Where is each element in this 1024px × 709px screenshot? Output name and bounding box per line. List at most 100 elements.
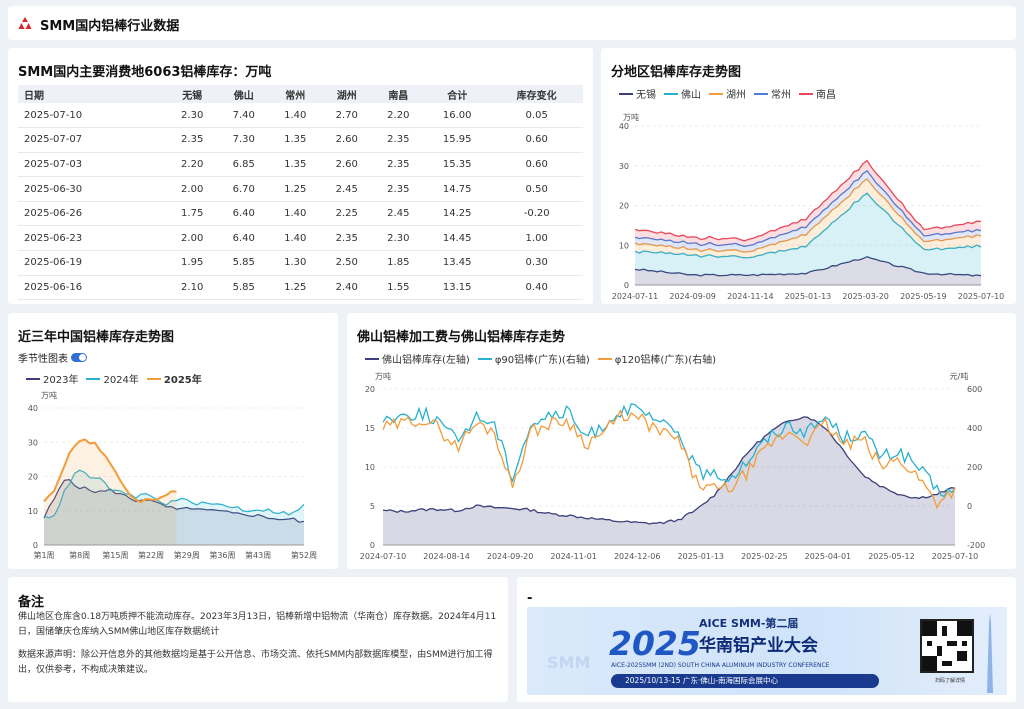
series-area <box>635 170 981 253</box>
table-cell: 2.45 <box>321 176 373 202</box>
table-row: 2025-06-16 2.10 5.85 1.25 2.40 1.55 13.15 0.40 <box>18 275 583 301</box>
x-tick-label: 2024-07-10 <box>360 552 407 561</box>
foshan-chart-title: 佛山铝棒加工费与佛山铝棒库存走势 <box>357 330 566 345</box>
notes-panel: 备注 佛山地区仓库含0.18万吨质押不能流动库存。2023年3月13日，铝棒新增… <box>8 577 508 702</box>
table-cell: 6.40 <box>217 201 270 227</box>
legend-item[interactable]: φ120铝棒(广东)(右轴) <box>597 351 717 366</box>
legend-item[interactable]: 南昌 <box>799 86 836 101</box>
legend-label: 南昌 <box>816 90 836 101</box>
x-tick-label: 2024-09-20 <box>487 552 533 561</box>
qr-code-icon <box>920 619 974 673</box>
y-tick-label: 20 <box>28 473 38 482</box>
legend-item[interactable]: 佛山铝棒库存(左轴) <box>365 351 470 366</box>
x-tick-label: 2024-12-06 <box>614 552 661 561</box>
banner-date-location: 2025/10/13-15 广东·佛山-南海国际会展中心 <box>611 674 879 688</box>
series-area <box>635 179 981 258</box>
x-tick-label: 2025-05-19 <box>900 292 947 301</box>
legend-swatch <box>799 92 813 95</box>
x-tick-label: 2024-07-11 <box>612 292 659 301</box>
table-cell: 2025-06-30 <box>18 176 167 202</box>
table-cell: 0.40 <box>490 275 583 301</box>
table-cell: 2.40 <box>321 275 373 301</box>
legend-label: 2025年 <box>163 375 202 386</box>
series-line <box>43 438 177 504</box>
table-cell: 2.20 <box>372 103 425 129</box>
foshan-chart-legend[interactable]: 佛山铝棒库存(左轴) φ90铝棒(广东)(右轴) φ120铝棒(广东)(右轴) <box>365 351 724 366</box>
legend-label: φ90铝棒(广东)(右轴) <box>494 355 590 366</box>
region-chart-legend[interactable]: 无锡 佛山 湖州 常州 南昌 <box>619 86 844 101</box>
table-cell: 1.40 <box>269 201 322 227</box>
header-bar: SMM国内铝棒行业数据 <box>8 6 1016 40</box>
y-tick-right-label: 400 <box>967 424 982 433</box>
season-toggle-switch[interactable] <box>71 353 87 362</box>
table-cell: 1.35 <box>269 127 322 153</box>
x-tick-label: 第1周 <box>33 550 54 560</box>
table-cell: 2.35 <box>166 127 218 153</box>
notes-title: 备注 <box>18 595 45 610</box>
table-cell: 2025-06-16 <box>18 275 167 301</box>
table-cell: 2.35 <box>321 225 373 252</box>
smm-logo-icon <box>18 17 32 29</box>
legend-item[interactable]: 2023年 <box>26 371 78 386</box>
season-chart-title: 近三年中国铝棒库存走势图 <box>18 330 175 345</box>
y-tick-label: 30 <box>28 438 38 447</box>
season-toggle-label: 季节性图表 <box>18 354 68 365</box>
x-tick-label: 第22周 <box>138 550 164 560</box>
season-chart: 万吨 0 10 20 30 40 第1周 第8周 第15周 第22周 第29周 第36周 第43周 第52… <box>28 390 317 560</box>
table-cell: 2.30 <box>372 225 425 252</box>
legend-swatch <box>597 357 612 360</box>
y-tick-label: 40 <box>28 404 38 413</box>
table-cell: 6.85 <box>217 152 270 178</box>
legend-item[interactable]: 佛山 <box>664 86 701 101</box>
region-chart: 万吨 0 10 20 30 40 2024-07-11 2024-09-09 2024-11-1… <box>612 112 1005 301</box>
table-header-cell: 日期 <box>18 85 167 103</box>
y-tick-left-label: 20 <box>365 385 375 394</box>
legend-item[interactable]: 湖州 <box>709 86 746 101</box>
y-tick-left-label: 0 <box>370 541 375 550</box>
legend-item[interactable]: 无锡 <box>619 86 656 101</box>
table-cell: 2025-07-07 <box>18 127 167 153</box>
y-tick-label: 10 <box>619 241 629 250</box>
table-header-cell: 常州 <box>269 85 322 103</box>
table-cell: 2025-06-26 <box>18 201 167 227</box>
legend-label: 湖州 <box>726 90 746 101</box>
table-cell: 14.25 <box>424 201 491 227</box>
legend-item[interactable]: 常州 <box>754 86 791 101</box>
inventory-table-title: SMM国内主要消费地6063铝棒库存：万吨 <box>18 65 272 80</box>
season-chart-legend[interactable]: 2023年 2024年 2025年 <box>26 371 210 386</box>
region-chart-panel: 分地区铝棒库存走势图 无锡 佛山 湖州 常州 南昌 万吨 0 10 20 30 40 2024-07… <box>601 48 1016 304</box>
season-toggle-row: 季节性图表 <box>18 350 87 365</box>
table-cell: 5.85 <box>217 250 270 276</box>
table-row: 2025-06-30 2.00 6.70 1.25 2.45 2.35 14.75 0.50 <box>18 176 583 202</box>
ad-title: - <box>527 591 533 606</box>
table-cell: 14.75 <box>424 176 491 202</box>
table-cell: 5.85 <box>217 275 270 301</box>
foshan-chart-panel: 佛山铝棒加工费与佛山铝棒库存走势 佛山铝棒库存(左轴) φ90铝棒(广东)(右轴)… <box>347 313 1016 569</box>
legend-item[interactable]: 2025年 <box>146 371 202 386</box>
table-cell: 2.00 <box>166 176 218 202</box>
y-tick-left-label: 5 <box>370 502 375 511</box>
banner-subtitle: AICE-2025SMM (2ND) SOUTH CHINA ALUMINUM … <box>611 662 830 669</box>
banner-tag: AICE SMM-第二届 <box>699 617 799 630</box>
series-area <box>635 193 981 276</box>
table-cell: 16.00 <box>424 103 491 129</box>
x-tick-label: 2025-07-10 <box>932 552 979 561</box>
legend-label: φ120铝棒(广东)(右轴) <box>614 355 717 366</box>
table-cell: 2.25 <box>321 201 373 227</box>
series-line <box>634 178 982 253</box>
notes-text-2: 数据来源声明：除公开信息外的其他数据均是基于公开信息、市场交流、依托SMM内部数… <box>18 650 493 675</box>
conference-banner[interactable]: SMM 2025 AICE SMM-第二届 华南铝产业大会 AICE-2025S… <box>527 607 1007 695</box>
table-cell: 1.85 <box>372 250 425 276</box>
y-tick-label: 0 <box>624 281 629 290</box>
legend-label: 2023年 <box>43 375 79 386</box>
canton-tower-icon <box>987 613 993 693</box>
table-row: 2025-06-26 1.75 6.40 1.40 2.25 2.45 14.25 -0.20 <box>18 201 583 227</box>
y-tick-label: 40 <box>619 122 629 131</box>
season-chart-panel: 近三年中国铝棒库存走势图 季节性图表 2023年 2024年 2025年 万吨 0 10… <box>8 313 338 569</box>
inventory-table-panel: SMM国内主要消费地6063铝棒库存：万吨 日期 无锡 佛山 常州 湖州 南昌 合计 库存变化… <box>8 48 593 304</box>
legend-item[interactable]: φ90铝棒(广东)(右轴) <box>477 351 590 366</box>
table-cell: 2.60 <box>321 152 373 178</box>
table-row: 2025-06-19 1.95 5.85 1.30 2.50 1.85 13.45 0.30 <box>18 250 583 276</box>
table-header-cell: 库存变化 <box>490 85 583 103</box>
legend-item[interactable]: 2024年 <box>86 371 139 386</box>
